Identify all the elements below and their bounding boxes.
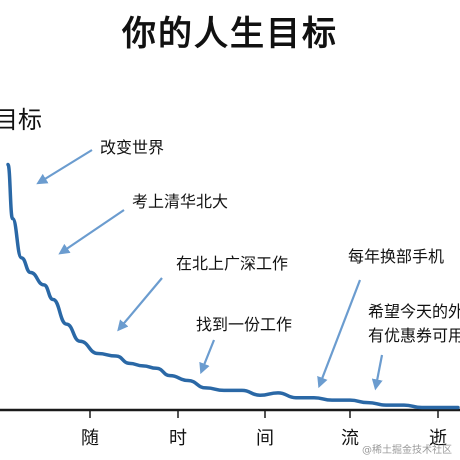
- annotation-arrow: [317, 279, 362, 389]
- x-tick-label: 随: [81, 428, 99, 449]
- annotation-arrow: [117, 277, 163, 332]
- x-tick-label: 时: [169, 428, 187, 449]
- annotation-arrow: [199, 339, 216, 375]
- annotation-label: 在北上广深工作: [176, 254, 288, 273]
- series-line: [6, 162, 460, 410]
- y-axis-label: 目标: [0, 106, 42, 134]
- annotation-label: 改变世界: [100, 138, 164, 157]
- x-tick-label: 流: [341, 428, 359, 449]
- x-tick-label: 间: [256, 428, 274, 449]
- annotation-label: 考上清华北大: [132, 192, 228, 211]
- annotation-arrow: [36, 149, 93, 185]
- annotation-label: 希望今天的外卖: [368, 302, 460, 321]
- x-tick-label: 逝: [429, 428, 447, 449]
- chart-title: 你的人生目标: [122, 14, 338, 54]
- annotation-arrow: [58, 209, 125, 255]
- annotation-label: 每年换部手机: [348, 247, 444, 266]
- annotation-label: 有优惠券可用: [368, 326, 460, 345]
- watermark: @稀土掘金技术社区: [362, 445, 452, 456]
- annotation-label: 找到一份工作: [196, 315, 292, 334]
- annotation-arrow: [371, 354, 384, 391]
